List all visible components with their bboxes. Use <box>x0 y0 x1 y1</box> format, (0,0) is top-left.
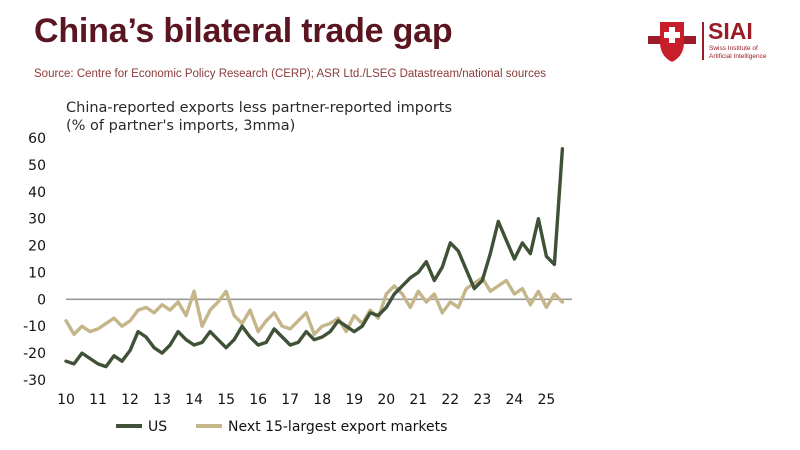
legend-label: Next 15-largest export markets <box>228 419 447 435</box>
series-line-us <box>64 147 565 369</box>
y-tick-label: 30 <box>28 212 46 228</box>
plot-area: 60 50 40 30 20 10 0 -10 -20 -30 10 11 12 13 14 15 16 17 18… <box>23 131 572 408</box>
y-tick-label: -20 <box>23 346 46 362</box>
legend: US Next 15-largest export markets <box>116 419 447 435</box>
page-title: China’s bilateral trade gap <box>34 12 453 50</box>
y-tick-label: 0 <box>37 292 46 308</box>
chart-title-line-2: (% of partner's imports, 3mma) <box>66 118 295 134</box>
y-tick-label: -10 <box>23 319 46 335</box>
x-tick-label: 21 <box>409 392 427 408</box>
y-tick-label: 10 <box>28 265 46 281</box>
x-tick-label: 19 <box>345 392 363 408</box>
legend-label: US <box>148 419 167 435</box>
y-tick-label: 60 <box>28 131 46 147</box>
x-tick-label: 12 <box>121 392 139 408</box>
x-tick-label: 24 <box>505 392 523 408</box>
shield-icon <box>648 22 696 62</box>
x-tick-label: 16 <box>249 392 267 408</box>
series-line-next-15 <box>64 276 565 336</box>
x-tick-label: 13 <box>153 392 171 408</box>
logo-name: SIAI <box>708 18 753 44</box>
chart-title-line-1: China-reported exports less partner-repo… <box>66 100 452 116</box>
logo-divider <box>702 22 704 60</box>
x-tick-label: 10 <box>57 392 75 408</box>
x-tick-label: 14 <box>185 392 203 408</box>
source-note: Source: Centre for Economic Policy Resea… <box>34 68 546 80</box>
y-tick-label: 20 <box>28 239 46 255</box>
y-tick-label: -30 <box>23 373 46 389</box>
x-tick-label: 23 <box>473 392 491 408</box>
y-tick-label: 40 <box>28 185 46 201</box>
x-tick-label: 25 <box>537 392 555 408</box>
x-tick-label: 22 <box>441 392 459 408</box>
siai-logo: SIAI Swiss Institute of Artificial Intel… <box>648 18 778 64</box>
x-tick-label: 20 <box>377 392 395 408</box>
x-tick-label: 11 <box>89 392 107 408</box>
x-tick-label: 15 <box>217 392 235 408</box>
x-tick-label: 17 <box>281 392 299 408</box>
logo-subtitle: Swiss Institute of Artificial Intelligen… <box>709 45 767 60</box>
x-tick-label: 18 <box>313 392 331 408</box>
y-tick-label: 50 <box>28 158 46 174</box>
